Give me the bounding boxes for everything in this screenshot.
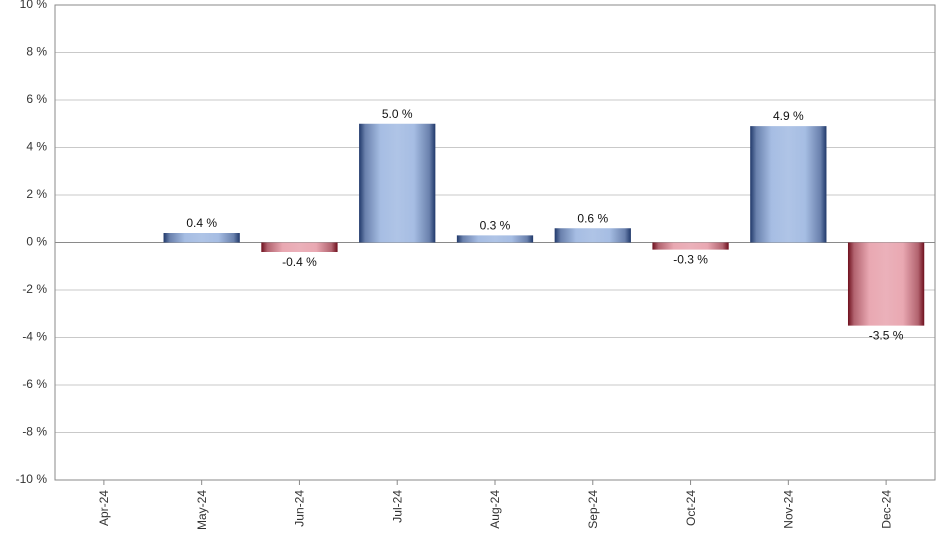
x-tick-label: Apr-24 <box>97 490 111 526</box>
bar-value-label: -0.3 % <box>673 253 708 267</box>
y-tick-label: 2 % <box>26 187 47 201</box>
bar-value-label: -3.5 % <box>869 329 904 343</box>
chart-container: -10 % -8 % -6 % -4 % -2 % 0 % 2 % 4 % 6 % 8 % 10 %… <box>0 0 940 550</box>
x-tick-label: Nov-24 <box>782 490 796 529</box>
y-tick-label: -10 % <box>16 472 48 486</box>
x-tick-label: Oct-24 <box>684 490 698 526</box>
bar <box>164 233 240 243</box>
bar-value-label: 4.9 % <box>773 109 804 123</box>
bar <box>848 243 924 326</box>
y-tick-label: -2 % <box>22 282 47 296</box>
bar <box>555 228 631 242</box>
y-tick-label: -6 % <box>22 377 47 391</box>
bar-value-label: 0.6 % <box>577 211 608 225</box>
bar-value-label: 0.4 % <box>186 216 217 230</box>
x-tick-label: Jul-24 <box>390 490 404 523</box>
bar <box>457 235 533 242</box>
x-tick-label: May-24 <box>195 490 209 530</box>
bar-value-label: -0.4 % <box>282 255 317 269</box>
x-tick-label: Aug-24 <box>488 490 502 529</box>
y-tick-label: 10 % <box>20 0 48 11</box>
bar <box>359 124 435 243</box>
x-tick-label: Dec-24 <box>879 490 893 529</box>
bar <box>750 126 826 242</box>
x-tick-label: Jun-24 <box>293 490 307 527</box>
y-tick-label: -8 % <box>22 425 47 439</box>
bar-value-label: 0.3 % <box>480 218 511 232</box>
y-tick-label: 0 % <box>26 235 47 249</box>
bar-chart: -10 % -8 % -6 % -4 % -2 % 0 % 2 % 4 % 6 % 8 % 10 %… <box>0 0 940 550</box>
bar <box>261 243 337 253</box>
x-tick-label: Sep-24 <box>586 490 600 529</box>
y-tick-label: -4 % <box>22 330 47 344</box>
y-tick-label: 6 % <box>26 92 47 106</box>
y-tick-label: 8 % <box>26 45 47 59</box>
y-tick-label: 4 % <box>26 140 47 154</box>
bar <box>652 243 728 250</box>
bar-value-label: 5.0 % <box>382 107 413 121</box>
